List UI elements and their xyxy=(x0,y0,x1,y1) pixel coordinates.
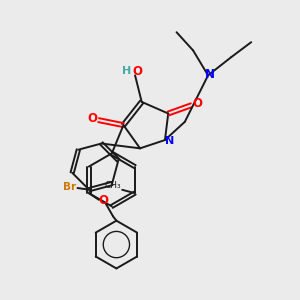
Text: O: O xyxy=(99,194,109,207)
Text: O: O xyxy=(192,97,203,110)
Text: N: N xyxy=(165,136,174,146)
Text: CH₃: CH₃ xyxy=(105,181,122,190)
Text: O: O xyxy=(88,112,98,125)
Text: O: O xyxy=(133,65,143,78)
Text: H: H xyxy=(122,66,131,76)
Text: N: N xyxy=(205,68,215,81)
Text: Br: Br xyxy=(63,182,76,192)
